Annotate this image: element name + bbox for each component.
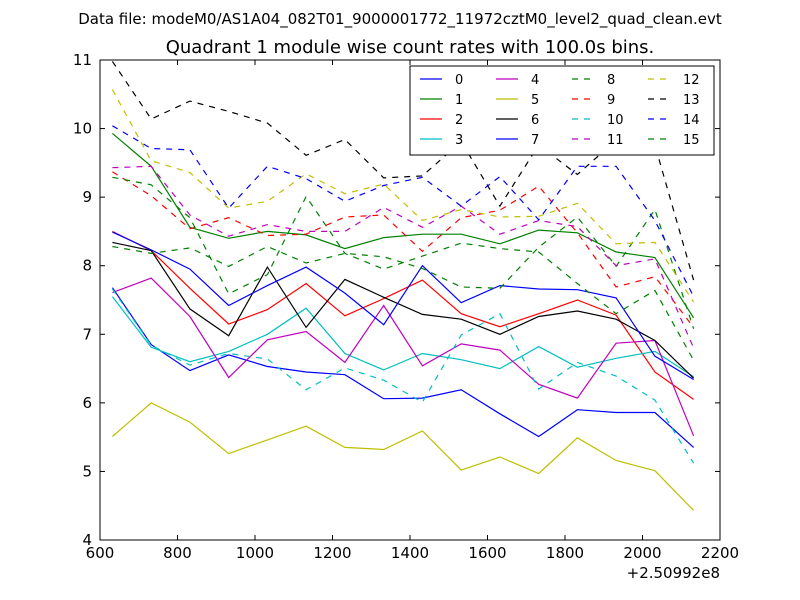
x-tick-label: 1400 (391, 544, 429, 562)
series-lines (111, 61, 695, 511)
y-tick-label: 10 (73, 120, 92, 138)
y-tick-label: 6 (82, 394, 92, 412)
series-line-13 (111, 61, 695, 281)
series-line-2 (112, 230, 694, 400)
legend-label-8: 8 (607, 73, 615, 88)
legend-label-15: 15 (683, 133, 700, 148)
legend-label-13: 13 (683, 93, 700, 108)
series-line-0 (111, 287, 695, 448)
series-line-6 (112, 241, 695, 379)
x-offset-label: +2.50992e8 (627, 564, 720, 582)
legend-label-0: 0 (455, 73, 463, 88)
y-tick-label: 5 (82, 462, 92, 480)
x-tick-label: 2200 (701, 544, 739, 562)
legend-label-10: 10 (607, 113, 624, 128)
legend-label-12: 12 (683, 73, 700, 88)
series-line-15 (112, 176, 695, 361)
x-tick-label: 1800 (546, 544, 584, 562)
chart-title: Quadrant 1 module wise count rates with … (166, 37, 655, 58)
legend-label-3: 3 (455, 133, 463, 148)
legend-label-14: 14 (683, 113, 700, 128)
legend-label-7: 7 (531, 133, 539, 148)
series-line-1 (112, 132, 695, 319)
y-tick-label: 11 (73, 51, 92, 69)
series-line-7 (112, 231, 694, 381)
legend-label-6: 6 (531, 113, 539, 128)
x-tick-label: 1200 (313, 544, 351, 562)
y-tick-label: 4 (82, 531, 92, 549)
legend-label-9: 9 (607, 93, 615, 108)
legend-label-2: 2 (455, 113, 463, 128)
series-line-3 (111, 296, 694, 378)
series-line-9 (112, 171, 695, 328)
legend-box (409, 65, 715, 156)
legend-label-11: 11 (607, 133, 624, 148)
series-line-8 (112, 208, 695, 329)
legend-label-1: 1 (455, 93, 463, 108)
x-tick-label: 800 (163, 544, 192, 562)
legend-label-5: 5 (531, 93, 539, 108)
x-tick-label: 1000 (236, 544, 274, 562)
y-tick-label: 8 (82, 257, 92, 275)
x-tick-label: 1600 (468, 544, 506, 562)
x-tick-label: 600 (86, 544, 115, 562)
legend-label-4: 4 (531, 73, 539, 88)
axis-ticks: 600 800 1000 1200 1400 1600 1800 2000 2200 4 5 6 7 8 9… (73, 51, 739, 562)
series-line-11 (112, 165, 695, 349)
series-line-4 (112, 277, 695, 437)
x-tick-label: 2000 (623, 544, 661, 562)
series-line-5 (112, 402, 695, 511)
series-line-12 (111, 89, 695, 303)
chart-suptitle: Data file: modeM0/AS1A04_082T01_90000017… (78, 10, 722, 29)
y-tick-label: 7 (82, 325, 92, 343)
y-tick-label: 9 (82, 188, 92, 206)
series-line-10 (111, 288, 695, 464)
